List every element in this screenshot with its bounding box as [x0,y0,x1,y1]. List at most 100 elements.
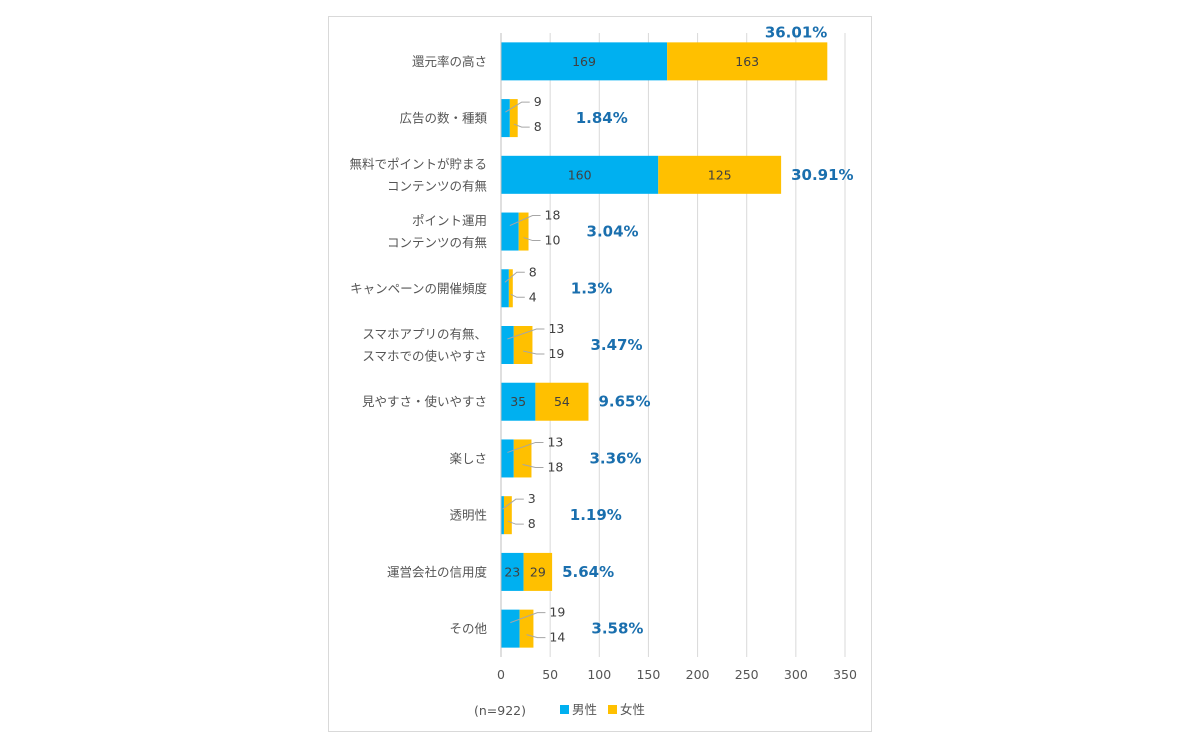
bar-female-4 [508,269,513,308]
category-label-7: 楽しさ [449,451,487,466]
bar-male-1 [501,99,510,138]
percent-label-1: 1.84% [576,109,628,127]
value-label-male-5: 13 [548,321,564,336]
leader-line-male-3 [509,215,541,227]
leader-line-female-4 [510,293,525,298]
legend-swatch-female [608,705,617,714]
value-label-male-0: 169 [572,54,596,69]
value-label-male-6: 35 [510,394,526,409]
value-label-female-2: 125 [708,167,732,182]
leader-line-female-10 [526,634,546,639]
category-label-2-0: 無料でポイントが貯まる [349,156,487,171]
value-label-female-4: 4 [529,289,537,304]
leader-line-male-5 [507,328,545,340]
category-label-10: その他 [449,621,487,636]
leader-line-male-4 [504,271,525,283]
leader-line-female-3 [523,237,541,242]
bar-male-2 [501,155,659,194]
x-tick-label-100: 100 [587,667,611,682]
value-label-male-10: 19 [549,605,565,620]
bar-female-8 [503,496,512,535]
leader-line-female-5 [523,350,545,355]
percent-label-8: 1.19% [570,506,622,524]
bar-male-9 [501,552,524,591]
gridlines [549,33,846,657]
percent-label-6: 9.65% [598,393,650,411]
bar-female-3 [518,212,529,251]
category-label-5-0: スマホアプリの有無、 [362,327,487,342]
percent-label-10: 3.58% [591,620,643,638]
category-label-4: キャンペーンの開催頻度 [350,281,487,296]
category-label-3-1: コンテンツの有無 [387,235,487,250]
category-label-0: 還元率の高さ [412,54,487,69]
x-tick-label-300: 300 [784,667,808,682]
bar-female-10 [519,609,534,648]
value-label-female-7: 18 [547,459,563,474]
x-tick-label-250: 250 [735,667,759,682]
category-label-5-1: スマホでの使いやすさ [362,349,487,364]
bar-male-0 [501,42,668,81]
percent-label-4: 1.3% [571,279,613,297]
percent-label-3: 3.04% [587,223,639,241]
chart-frame: 還元率の高さ 169 163 36.01% 広告の数・種類 9 8 1.84% 無料でポイントが… [328,16,872,732]
value-label-female-0: 163 [735,54,759,69]
bar-male-4 [501,269,509,308]
bar-female-9 [523,552,553,591]
bar-male-6 [501,382,536,421]
category-label-9: 運営会社の信用度 [387,564,488,579]
bar-female-0 [667,42,828,81]
leader-line-female-7 [522,463,544,468]
x-tick-label-200: 200 [686,667,710,682]
value-label-female-8: 8 [528,516,536,531]
bar-male-7 [501,439,514,478]
value-label-male-9: 23 [504,564,520,579]
value-label-female-5: 19 [548,346,564,361]
bar-female-2 [658,155,782,194]
legend: (n=922) 男性 女性 [474,702,645,718]
value-label-female-10: 14 [549,630,565,645]
value-label-male-4: 8 [529,264,537,279]
bar-female-6 [535,382,589,421]
percent-label-0: 36.01% [765,23,827,41]
value-label-female-1: 8 [534,119,542,134]
bar-male-10 [501,609,520,648]
value-label-male-3: 18 [545,208,561,223]
legend-swatch-male [560,705,569,714]
legend-label-female: 女性 [620,702,645,717]
x-tick-label-0: 0 [497,667,505,682]
value-label-male-1: 9 [534,94,542,109]
x-tick-label-350: 350 [833,667,857,682]
leader-line-male-7 [507,441,544,453]
category-label-8: 透明性 [449,508,487,523]
value-label-male-2: 160 [568,167,592,182]
value-label-female-6: 54 [554,394,570,409]
percent-label-5: 3.47% [590,336,642,354]
legend-label-male: 男性 [572,702,597,717]
stacked-bar-chart: 還元率の高さ 169 163 36.01% 広告の数・種類 9 8 1.84% 無料でポイントが… [349,23,857,718]
category-label-1: 広告の数・種類 [399,111,487,126]
x-axis: 0 50 100 150 200 250 300 350 [497,33,857,682]
percent-label-9: 5.64% [562,563,614,581]
bar-male-5 [501,326,514,364]
leader-line-male-10 [510,612,546,624]
bar-male-3 [501,212,519,251]
leader-line-female-1 [513,123,530,128]
value-label-male-7: 13 [547,434,563,449]
sample-size-note: (n=922) [474,703,526,718]
percent-label-2: 30.91% [791,166,853,184]
value-label-female-3: 10 [545,233,561,248]
labels: 還元率の高さ 169 163 36.01% 広告の数・種類 9 8 1.84% 無料でポイントが… [349,23,853,644]
leader-line-male-1 [505,101,530,113]
value-label-male-8: 3 [528,491,536,506]
bar-female-1 [509,99,518,138]
value-label-female-9: 29 [530,564,546,579]
bars [501,42,828,648]
percent-label-7: 3.36% [589,449,641,467]
x-tick-label-50: 50 [542,667,558,682]
bar-male-8 [501,496,504,535]
category-label-2-1: コンテンツの有無 [387,178,487,193]
leader-line-female-8 [507,520,524,525]
category-label-3-0: ポイント運用 [412,213,487,228]
x-tick-label-150: 150 [636,667,660,682]
leader-line-male-8 [502,498,524,510]
